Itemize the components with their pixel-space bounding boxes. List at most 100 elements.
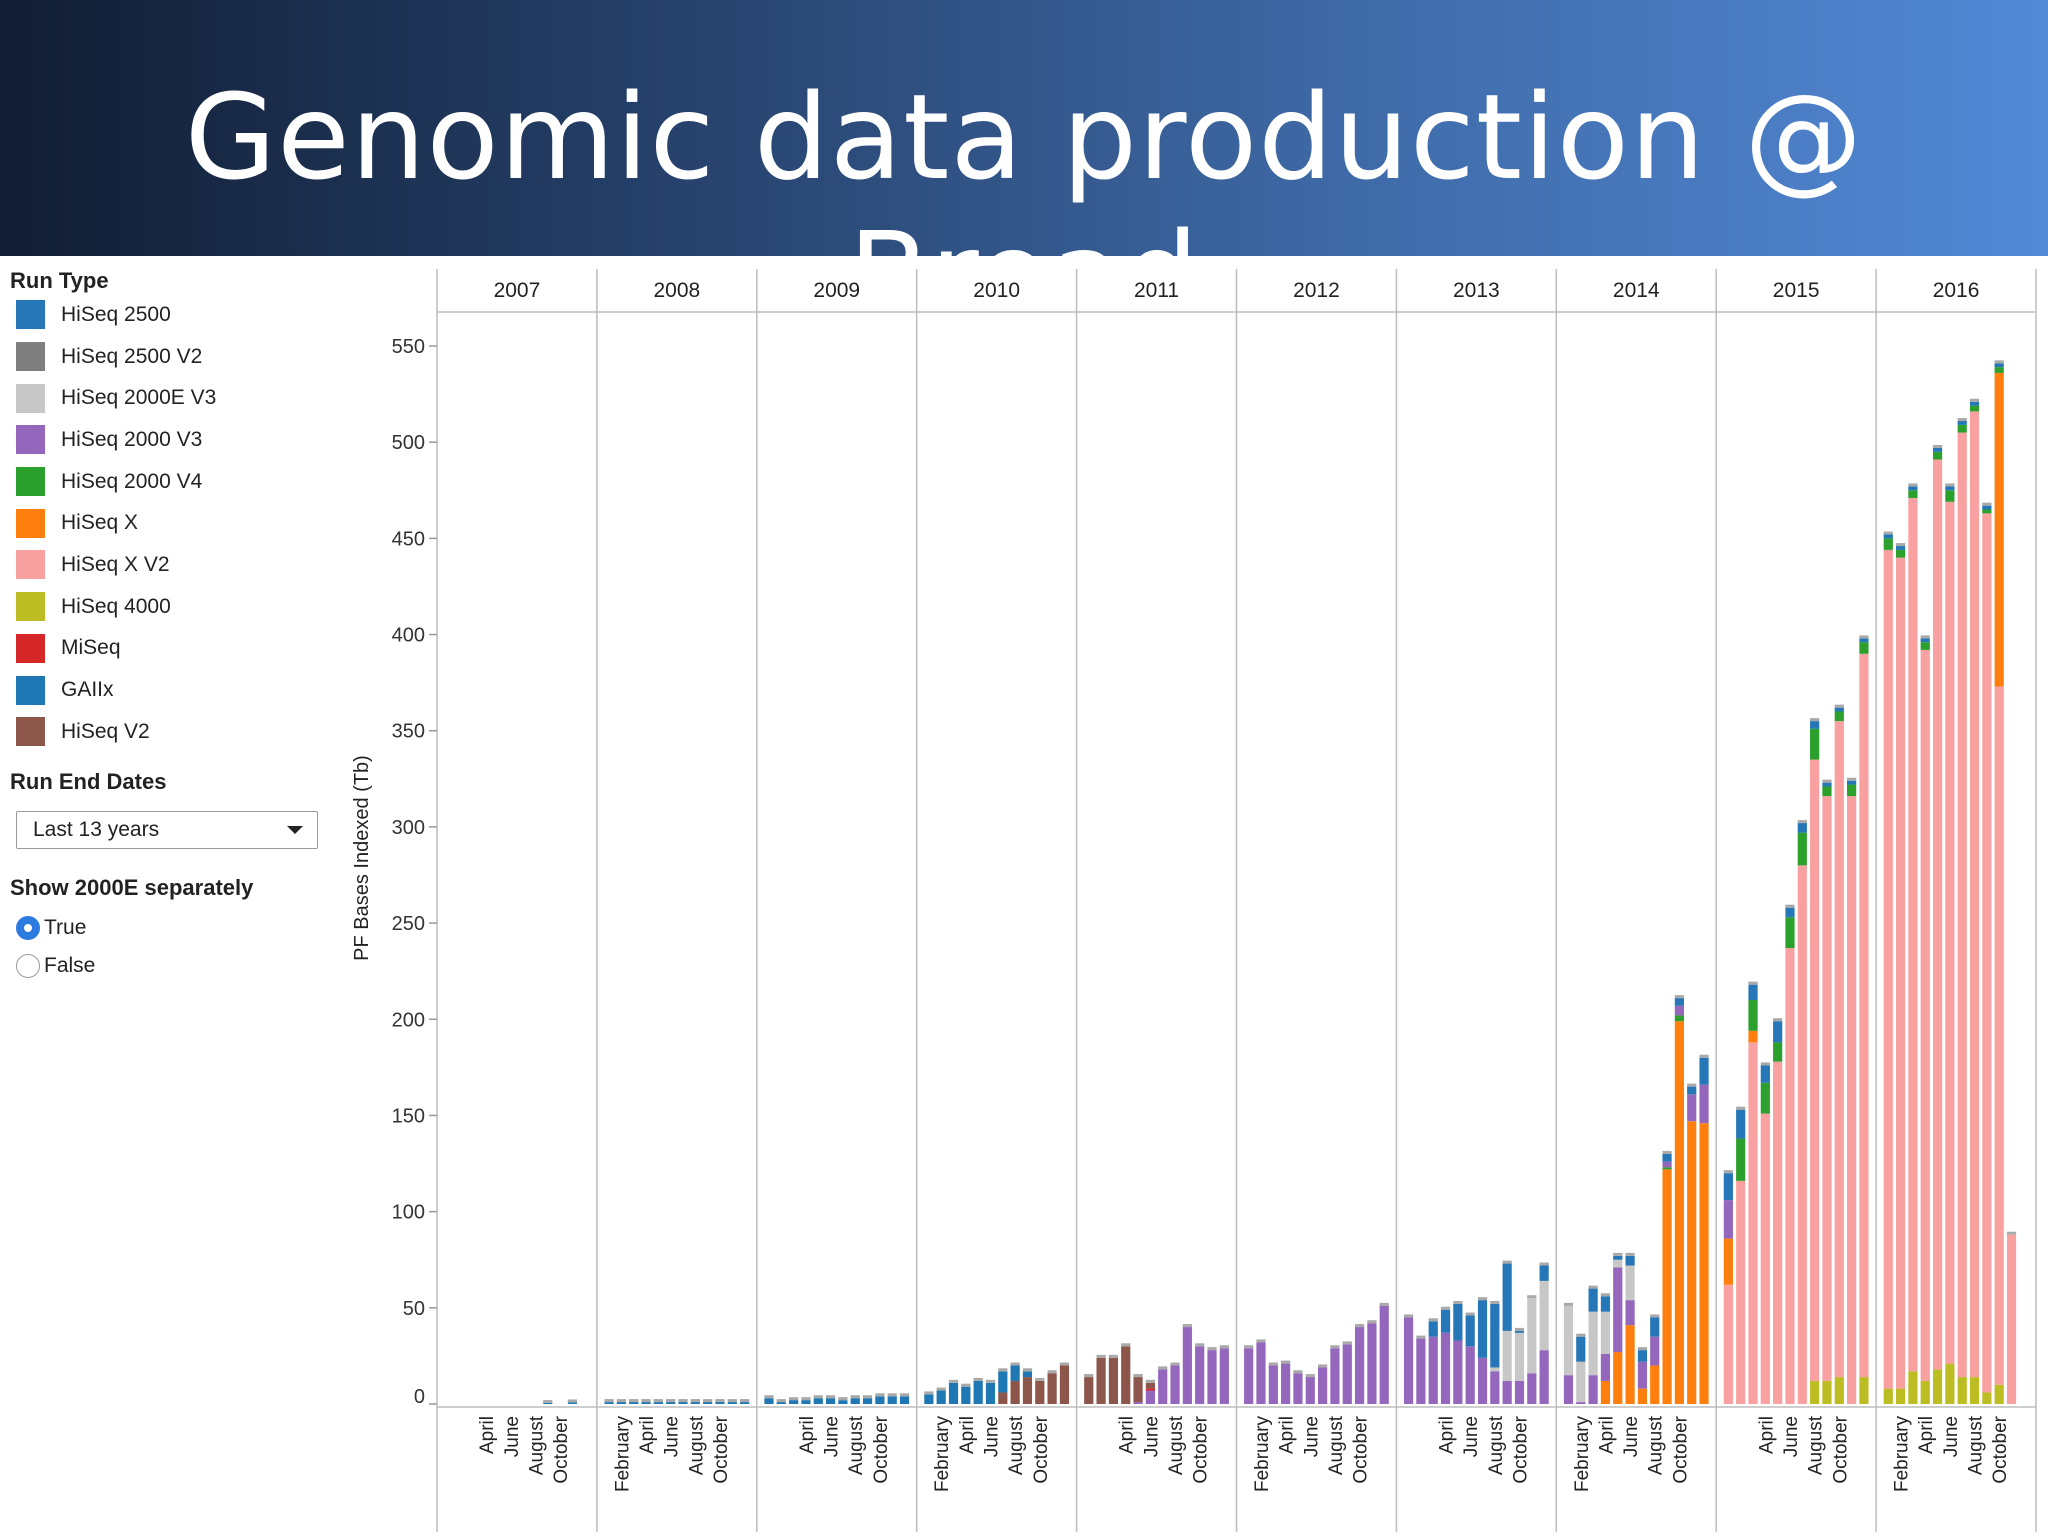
year-label: 2015 bbox=[1773, 279, 1820, 302]
month-label: April bbox=[957, 1416, 978, 1454]
bar-segment bbox=[1318, 1367, 1328, 1404]
radio-false[interactable]: False bbox=[10, 947, 340, 985]
radio-selected-icon[interactable] bbox=[16, 915, 40, 940]
bar-segment bbox=[1994, 372, 2004, 687]
legend-item[interactable]: HiSeq 2500 bbox=[10, 294, 340, 336]
bar-cap bbox=[961, 1383, 971, 1387]
bar-segment bbox=[1773, 1061, 1783, 1404]
y-tick-label: 350 bbox=[392, 721, 425, 743]
run-end-dates-value: Last 13 years bbox=[33, 817, 160, 841]
bar-cap bbox=[1908, 483, 1918, 487]
bar-segment bbox=[727, 1402, 737, 1404]
bar-segment bbox=[1563, 1305, 1574, 1376]
bar-cap bbox=[875, 1393, 885, 1397]
bar-cap bbox=[1158, 1366, 1168, 1370]
bar-cap bbox=[1736, 1106, 1746, 1110]
month-label: August bbox=[526, 1415, 547, 1475]
bar-cap bbox=[1957, 418, 1967, 422]
bar-segment bbox=[998, 1392, 1008, 1404]
month-label: October bbox=[1990, 1415, 2011, 1483]
bar-segment bbox=[1810, 721, 1820, 729]
legend-label: HiSeq 2000 V3 bbox=[61, 427, 203, 451]
bar-segment bbox=[1822, 796, 1832, 1381]
bar-segment bbox=[1957, 424, 1967, 433]
legend-item[interactable]: HiSeq 4000 bbox=[10, 586, 340, 628]
bar-segment bbox=[1773, 1042, 1783, 1062]
bar-cap bbox=[1354, 1324, 1365, 1328]
bar-cap bbox=[1121, 1343, 1131, 1347]
bar-segment bbox=[1662, 1161, 1672, 1168]
bar-cap bbox=[2006, 1231, 2017, 1235]
legend-item[interactable]: HiSeq 2500 V2 bbox=[10, 336, 340, 378]
bar-segment bbox=[998, 1371, 1008, 1393]
year-label: 2013 bbox=[1453, 279, 1500, 302]
bar-segment bbox=[1268, 1365, 1278, 1404]
bar-segment bbox=[1810, 759, 1820, 1381]
bar-segment bbox=[666, 1402, 676, 1404]
bar-segment bbox=[1440, 1332, 1451, 1404]
bar-segment bbox=[1797, 865, 1807, 1404]
bar-cap bbox=[1637, 1347, 1648, 1351]
legend-item[interactable]: GAIIx bbox=[10, 669, 340, 711]
bar-segment bbox=[1932, 459, 1943, 1370]
y-tick-label: 450 bbox=[392, 528, 425, 550]
run-end-dates-title: Run End Dates bbox=[10, 768, 167, 794]
legend-item[interactable]: HiSeq 2000 V3 bbox=[10, 419, 340, 461]
bar-segment bbox=[1010, 1380, 1020, 1404]
bar-segment bbox=[801, 1400, 811, 1404]
bar-cap bbox=[801, 1397, 811, 1401]
legend-label: HiSeq 2500 bbox=[61, 302, 171, 326]
run-end-dates-select[interactable]: Last 13 years bbox=[16, 810, 318, 849]
bar-segment bbox=[1428, 1336, 1438, 1404]
year-label: 2014 bbox=[1613, 279, 1660, 302]
bar-segment bbox=[1859, 642, 1869, 654]
legend-swatch bbox=[16, 425, 45, 455]
month-label: June bbox=[822, 1416, 843, 1457]
bar-segment bbox=[1748, 1030, 1758, 1043]
month-label: February bbox=[612, 1416, 633, 1493]
bar-segment bbox=[1514, 1332, 1525, 1381]
bar-segment bbox=[887, 1396, 897, 1404]
bar-segment bbox=[1502, 1263, 1512, 1331]
month-label: February bbox=[1892, 1416, 1913, 1493]
bar-segment bbox=[678, 1402, 688, 1404]
bar-cap bbox=[936, 1387, 946, 1391]
bar-segment bbox=[776, 1402, 786, 1404]
radio-true[interactable]: True bbox=[10, 909, 340, 947]
bar-segment bbox=[1736, 1138, 1746, 1181]
legend-item[interactable]: HiSeq X bbox=[10, 502, 340, 544]
bar-segment bbox=[1342, 1344, 1352, 1404]
bar-segment bbox=[1883, 538, 1893, 550]
bar-cap bbox=[1895, 543, 1906, 547]
legend-item[interactable]: MiSeq bbox=[10, 628, 340, 670]
bar-segment bbox=[862, 1398, 873, 1404]
month-label: October bbox=[871, 1415, 892, 1483]
legend-item[interactable]: HiSeq 2000 V4 bbox=[10, 461, 340, 503]
bar-cap bbox=[862, 1395, 873, 1399]
bar-cap bbox=[727, 1399, 737, 1403]
bar-cap bbox=[1170, 1362, 1180, 1366]
bar-cap bbox=[1195, 1343, 1205, 1347]
month-label: August bbox=[1486, 1415, 1507, 1475]
bar-segment bbox=[1035, 1380, 1045, 1404]
radio-unselected-icon[interactable] bbox=[16, 953, 40, 978]
bar-segment bbox=[1022, 1371, 1033, 1378]
bar-cap bbox=[1047, 1370, 1057, 1374]
month-label: August bbox=[1966, 1415, 1987, 1475]
legend-item[interactable]: HiSeq V2 bbox=[10, 711, 340, 753]
legend-item[interactable]: HiSeq 2000E V3 bbox=[10, 377, 340, 419]
bar-cap bbox=[1453, 1300, 1463, 1304]
month-label: April bbox=[797, 1416, 818, 1454]
legend-item[interactable]: HiSeq X V2 bbox=[10, 544, 340, 586]
bar-cap bbox=[1687, 1083, 1697, 1087]
bar-segment bbox=[1195, 1346, 1205, 1404]
month-label: April bbox=[1277, 1416, 1298, 1454]
bar-segment bbox=[838, 1400, 848, 1404]
bar-cap bbox=[1367, 1320, 1377, 1324]
bar-cap bbox=[1502, 1260, 1512, 1264]
bar-segment bbox=[1982, 1392, 1992, 1404]
bar-segment bbox=[1687, 1121, 1697, 1404]
bar-segment bbox=[567, 1402, 578, 1404]
y-axis-label: PF Bases Indexed (Tb) bbox=[351, 755, 373, 961]
y-tick-label: 550 bbox=[392, 336, 425, 358]
